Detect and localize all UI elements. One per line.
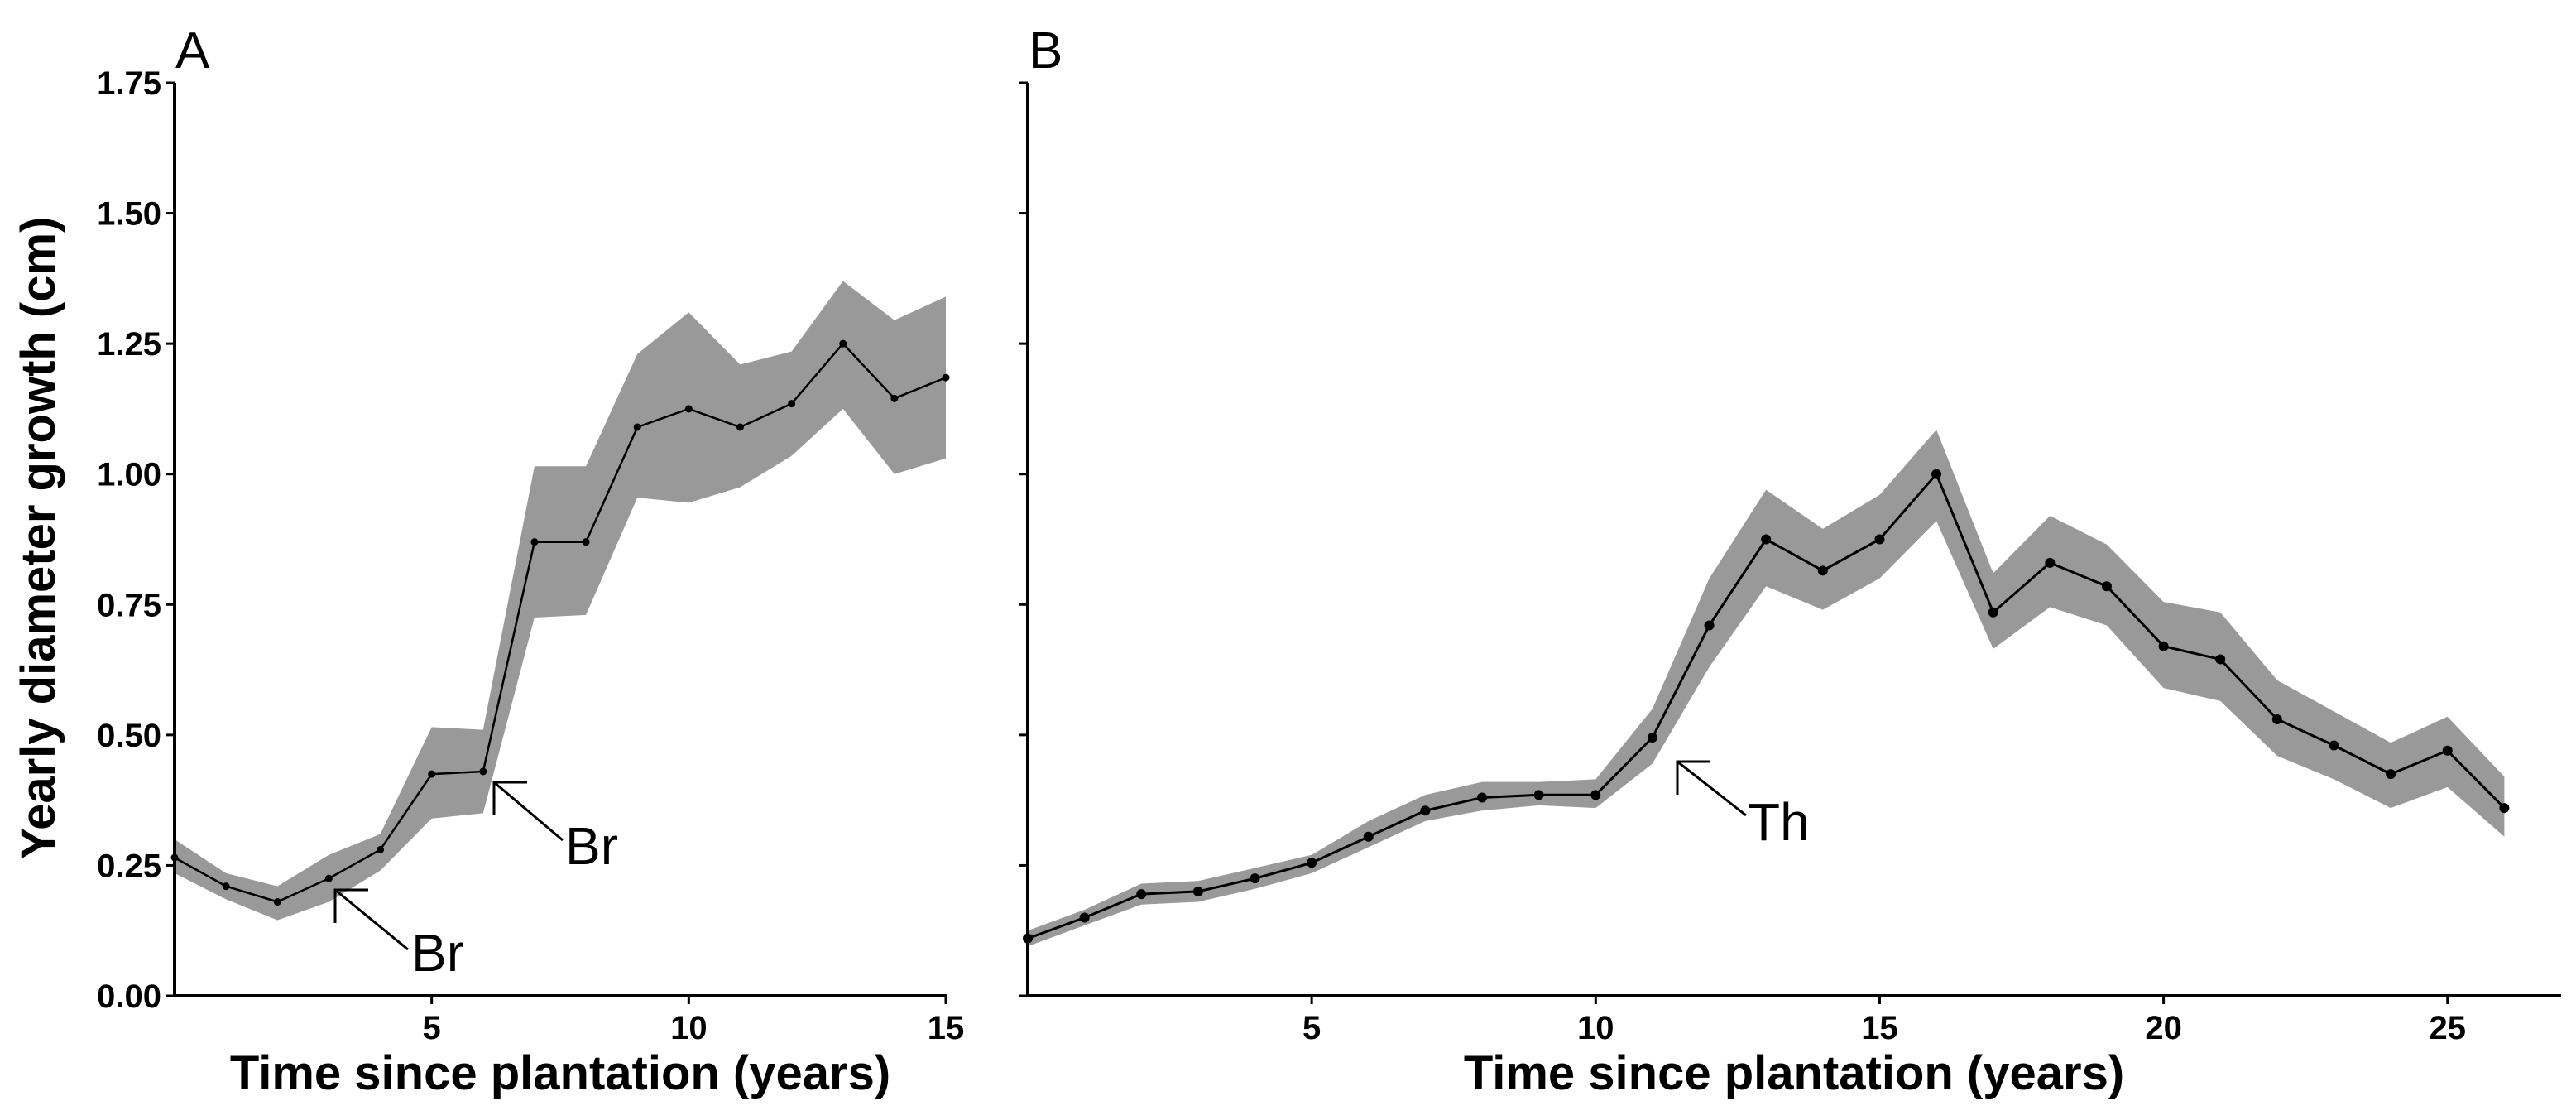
panel-a-y-tick-label: 1.25 xyxy=(97,326,161,363)
panel-a-data-point xyxy=(377,846,385,854)
panel-b-data-point xyxy=(1477,792,1488,803)
panel-b-data-point xyxy=(2101,581,2112,592)
panel-a-data-point xyxy=(684,405,693,413)
panel-b-x-tick-label: 20 xyxy=(2145,1010,2182,1046)
panel-b-data-point xyxy=(1420,805,1431,816)
panel-a-points-group xyxy=(170,339,950,906)
panel-a-data-point xyxy=(942,373,950,382)
panel-b-ticks-group: 5 10 15 20 25 xyxy=(1019,81,2466,1046)
panel-a-data-point xyxy=(222,882,230,891)
panel-b-data-point xyxy=(1704,620,1715,631)
panel-b-data-point xyxy=(1079,912,1090,923)
panel-a-label: A xyxy=(175,22,210,79)
panel-b-confidence-band xyxy=(1028,430,2505,947)
panel-a-data-point xyxy=(582,538,590,546)
panel-b-annotations-group: Th xyxy=(1676,760,1810,852)
panel-a-x-axis-title: Time since plantation (years) xyxy=(230,1046,890,1100)
panel-b-x-tick-label: 5 xyxy=(1302,1010,1321,1046)
panel-b-data-point xyxy=(1136,889,1147,900)
panel-a-data-point xyxy=(736,423,744,431)
panel-a-series-line xyxy=(174,342,947,903)
panel-b-annotation-label: Th xyxy=(1748,792,1810,852)
panel-b-data-point xyxy=(1363,831,1374,842)
panel-a-data-point xyxy=(479,767,487,776)
panel-a-axes xyxy=(173,83,947,997)
panel-b-data-point xyxy=(2215,654,2226,665)
panel-a-data-point xyxy=(839,339,847,348)
panel-b-points-group xyxy=(1023,469,2510,944)
panel-a-data-point xyxy=(633,423,641,431)
panel-a-data-point xyxy=(428,770,436,778)
panel-b-annotation-arrow xyxy=(1676,760,1747,817)
panel-b-data-point xyxy=(1307,858,1317,868)
panel-a-confidence-band xyxy=(175,281,946,921)
panel-a-annotation-arrow xyxy=(492,781,564,842)
panel-a-ticks-group: 0.00 0.25 0.50 0.75 1.00 1.25 1.50 1.75 5 10 15 xyxy=(97,65,964,1046)
panel-a-x-tick-label: 5 xyxy=(423,1010,441,1046)
panel-b: 5 10 15 20 25 Th B Time since plantation (ye… xyxy=(1019,22,2561,1100)
panel-b-x-tick-label: 15 xyxy=(1861,1010,1898,1046)
panel-b-data-point xyxy=(2271,714,2282,724)
panel-a-y-tick-label: 1.50 xyxy=(97,196,161,233)
panel-a-x-tick-label: 10 xyxy=(670,1010,708,1046)
panel-b-data-point xyxy=(1647,733,1657,743)
panel-b-x-axis-title: Time since plantation (years) xyxy=(1464,1046,2124,1100)
panel-a-y-tick-label: 1.75 xyxy=(97,65,161,102)
panel-b-data-point xyxy=(2499,803,2510,814)
panel-b-data-point xyxy=(2158,641,2169,651)
panel-b-data-point xyxy=(2386,769,2396,780)
panel-b-data-point xyxy=(2045,557,2056,568)
panel-a-data-point xyxy=(890,394,899,402)
panel-b-data-point xyxy=(2329,740,2339,751)
panel-b-data-point xyxy=(1874,534,1885,545)
panel-a-annotation-arrow xyxy=(333,888,409,951)
panel-a-annotation-label: Br xyxy=(411,923,464,983)
panel-b-data-point xyxy=(1988,607,1998,618)
panel-a-x-tick-label: 15 xyxy=(928,1010,965,1046)
panel-b-data-point xyxy=(1817,565,1828,576)
panel-a-y-tick-label: 0.25 xyxy=(97,848,161,884)
panel-b-label: B xyxy=(1029,22,1063,79)
panel-a-y-tick-label: 0.75 xyxy=(97,587,161,623)
panel-a-data-point xyxy=(530,538,539,546)
panel-a: 0.00 0.25 0.50 0.75 1.00 1.25 1.50 1.75 5 10 15 Br… xyxy=(97,22,964,1100)
panel-a-data-point xyxy=(324,874,333,882)
panel-b-data-point xyxy=(1761,534,1772,545)
panel-b-data-point xyxy=(1590,790,1601,800)
panel-a-y-tick-label: 0.00 xyxy=(97,978,161,1015)
panel-b-data-point xyxy=(1250,873,1260,884)
y-axis-title: Yearly diameter growth (cm) xyxy=(12,217,65,860)
panel-b-data-point xyxy=(1931,469,1942,479)
panel-b-axes xyxy=(1026,83,2561,997)
panel-a-y-tick-label: 1.00 xyxy=(97,457,161,493)
panel-a-y-tick-label: 0.50 xyxy=(97,718,161,754)
panel-a-line-group xyxy=(174,342,947,903)
panel-a-band-group xyxy=(175,281,946,921)
panel-b-data-point xyxy=(2442,745,2453,756)
panel-a-annotations-group: Br Br xyxy=(333,781,618,983)
panel-a-data-point xyxy=(273,898,281,906)
panel-b-x-tick-label: 25 xyxy=(2429,1010,2466,1046)
panel-b-x-tick-label: 10 xyxy=(1577,1010,1614,1046)
panel-b-band-group xyxy=(1028,430,2505,947)
panel-b-data-point xyxy=(1533,790,1544,800)
panel-b-data-point xyxy=(1192,886,1203,896)
panel-a-annotation-label: Br xyxy=(565,816,618,876)
panel-a-data-point xyxy=(788,400,796,408)
